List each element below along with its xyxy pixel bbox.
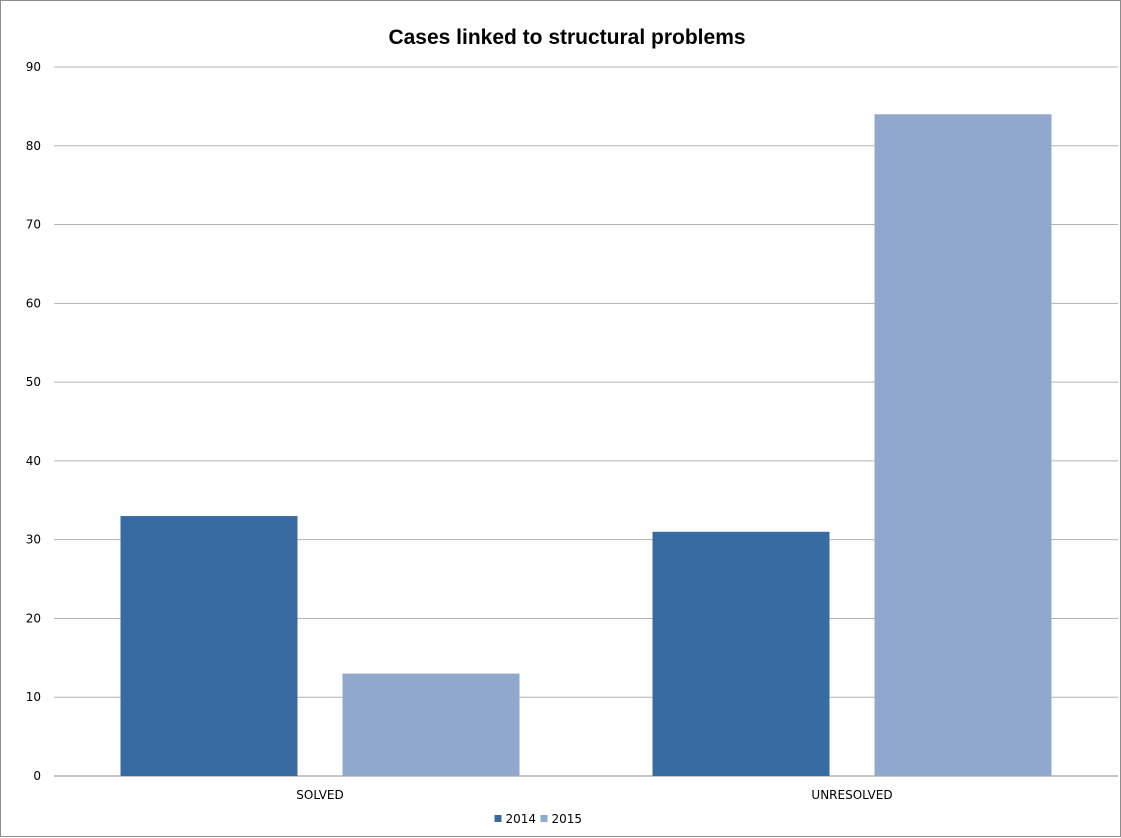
y-tick-labels: 0 10 20 30 40 50 60 70 80 90 [26,60,41,783]
bar-solved-2015 [342,673,520,776]
x-tick-label: SOLVED [296,788,343,802]
x-tick-labels: SOLVED UNRESOLVED [296,788,892,802]
y-tick-label: 40 [26,454,41,468]
chart-title: Cases linked to structural problems [388,26,745,49]
bar-unresolved-2015 [874,114,1052,777]
y-tick-label: 20 [26,611,41,625]
y-tick-label: 70 [26,218,41,232]
y-tick-label: 30 [26,533,41,547]
x-tick-label: UNRESOLVED [811,788,892,802]
bars [120,114,1052,777]
y-tick-label: 0 [33,769,41,783]
legend-label: 2015 [552,812,583,826]
y-tick-label: 50 [26,375,41,389]
legend-swatch [494,815,502,822]
y-tick-label: 90 [26,60,41,74]
y-tick-label: 80 [26,139,41,153]
bar-unresolved-2014 [652,531,830,776]
legend: 2014 2015 [494,812,583,826]
y-tick-label: 10 [26,690,41,704]
legend-swatch [540,815,548,822]
legend-label: 2014 [506,812,537,826]
y-tick-label: 60 [26,296,41,310]
bar-solved-2014 [120,516,298,776]
